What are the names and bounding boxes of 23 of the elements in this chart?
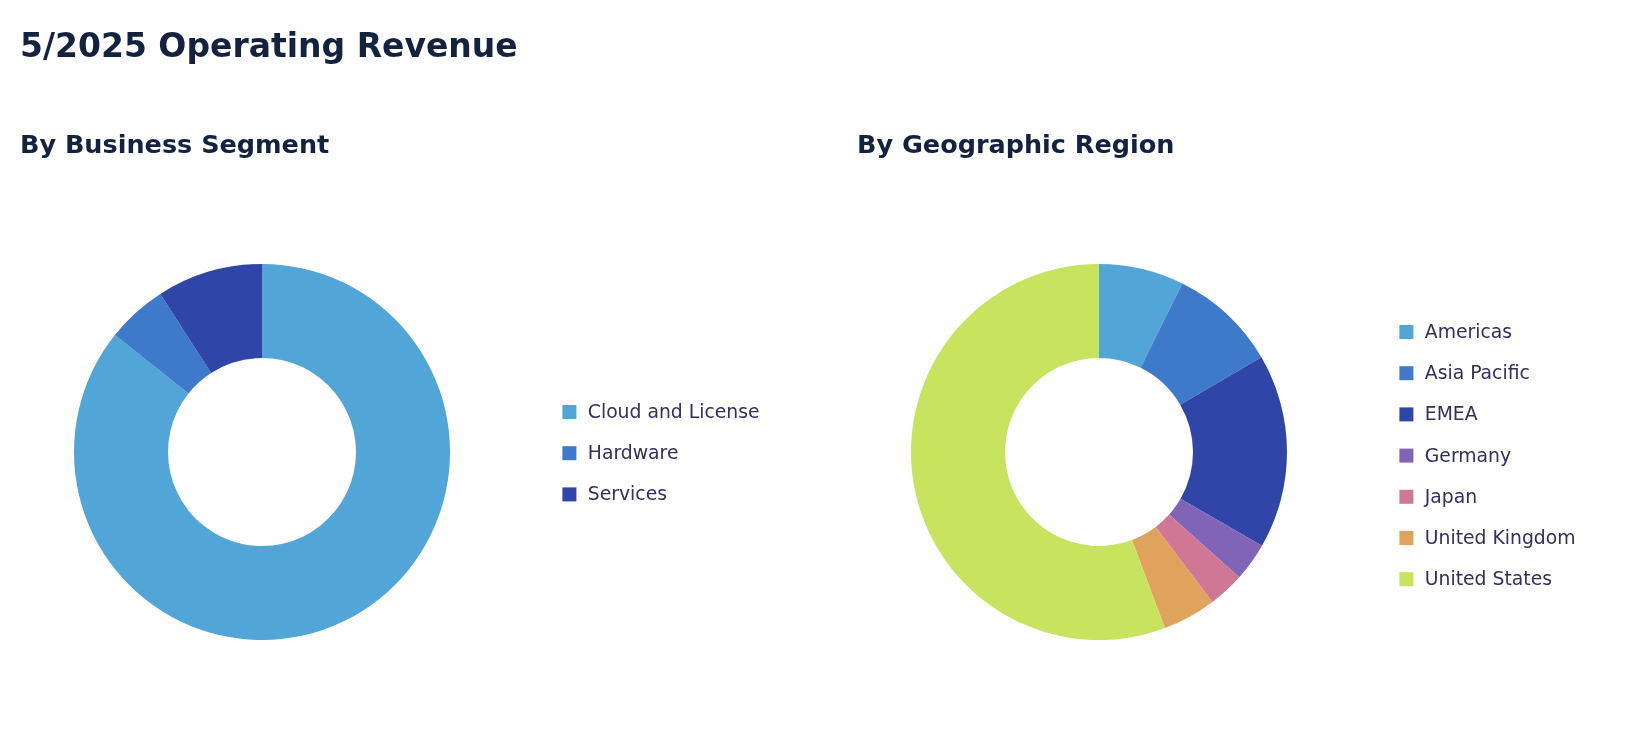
legend-label: Hardware xyxy=(587,442,679,464)
chart-subtitle: By Business Segment xyxy=(20,128,330,159)
legend-label: EMEA xyxy=(1424,403,1478,425)
donut-slice xyxy=(1099,264,1183,368)
donut-slice xyxy=(1140,283,1262,405)
donut-slice xyxy=(160,264,262,373)
chart-subtitle: By Geographic Region xyxy=(857,128,1175,159)
legend-label: Germany xyxy=(1424,444,1512,466)
donut-slice xyxy=(911,264,1165,640)
legend-label: Japan xyxy=(1423,485,1478,507)
donut-slice xyxy=(1155,514,1240,602)
legend-label: Services xyxy=(587,483,667,505)
donut-slice xyxy=(114,293,212,394)
legend-label: United States xyxy=(1424,568,1552,590)
donut-slice xyxy=(1131,526,1213,629)
legend-label: Asia Pacific xyxy=(1424,362,1530,384)
legend-label: Americas xyxy=(1424,321,1513,342)
donut-slice xyxy=(1169,498,1263,578)
legend-label: United Kingdom xyxy=(1424,527,1576,548)
donut-slice xyxy=(1180,357,1287,546)
chart-title: 5/2025 Operating Revenue xyxy=(20,25,518,65)
legend-label: Cloud and License xyxy=(587,401,760,422)
donut-slice xyxy=(74,264,450,640)
